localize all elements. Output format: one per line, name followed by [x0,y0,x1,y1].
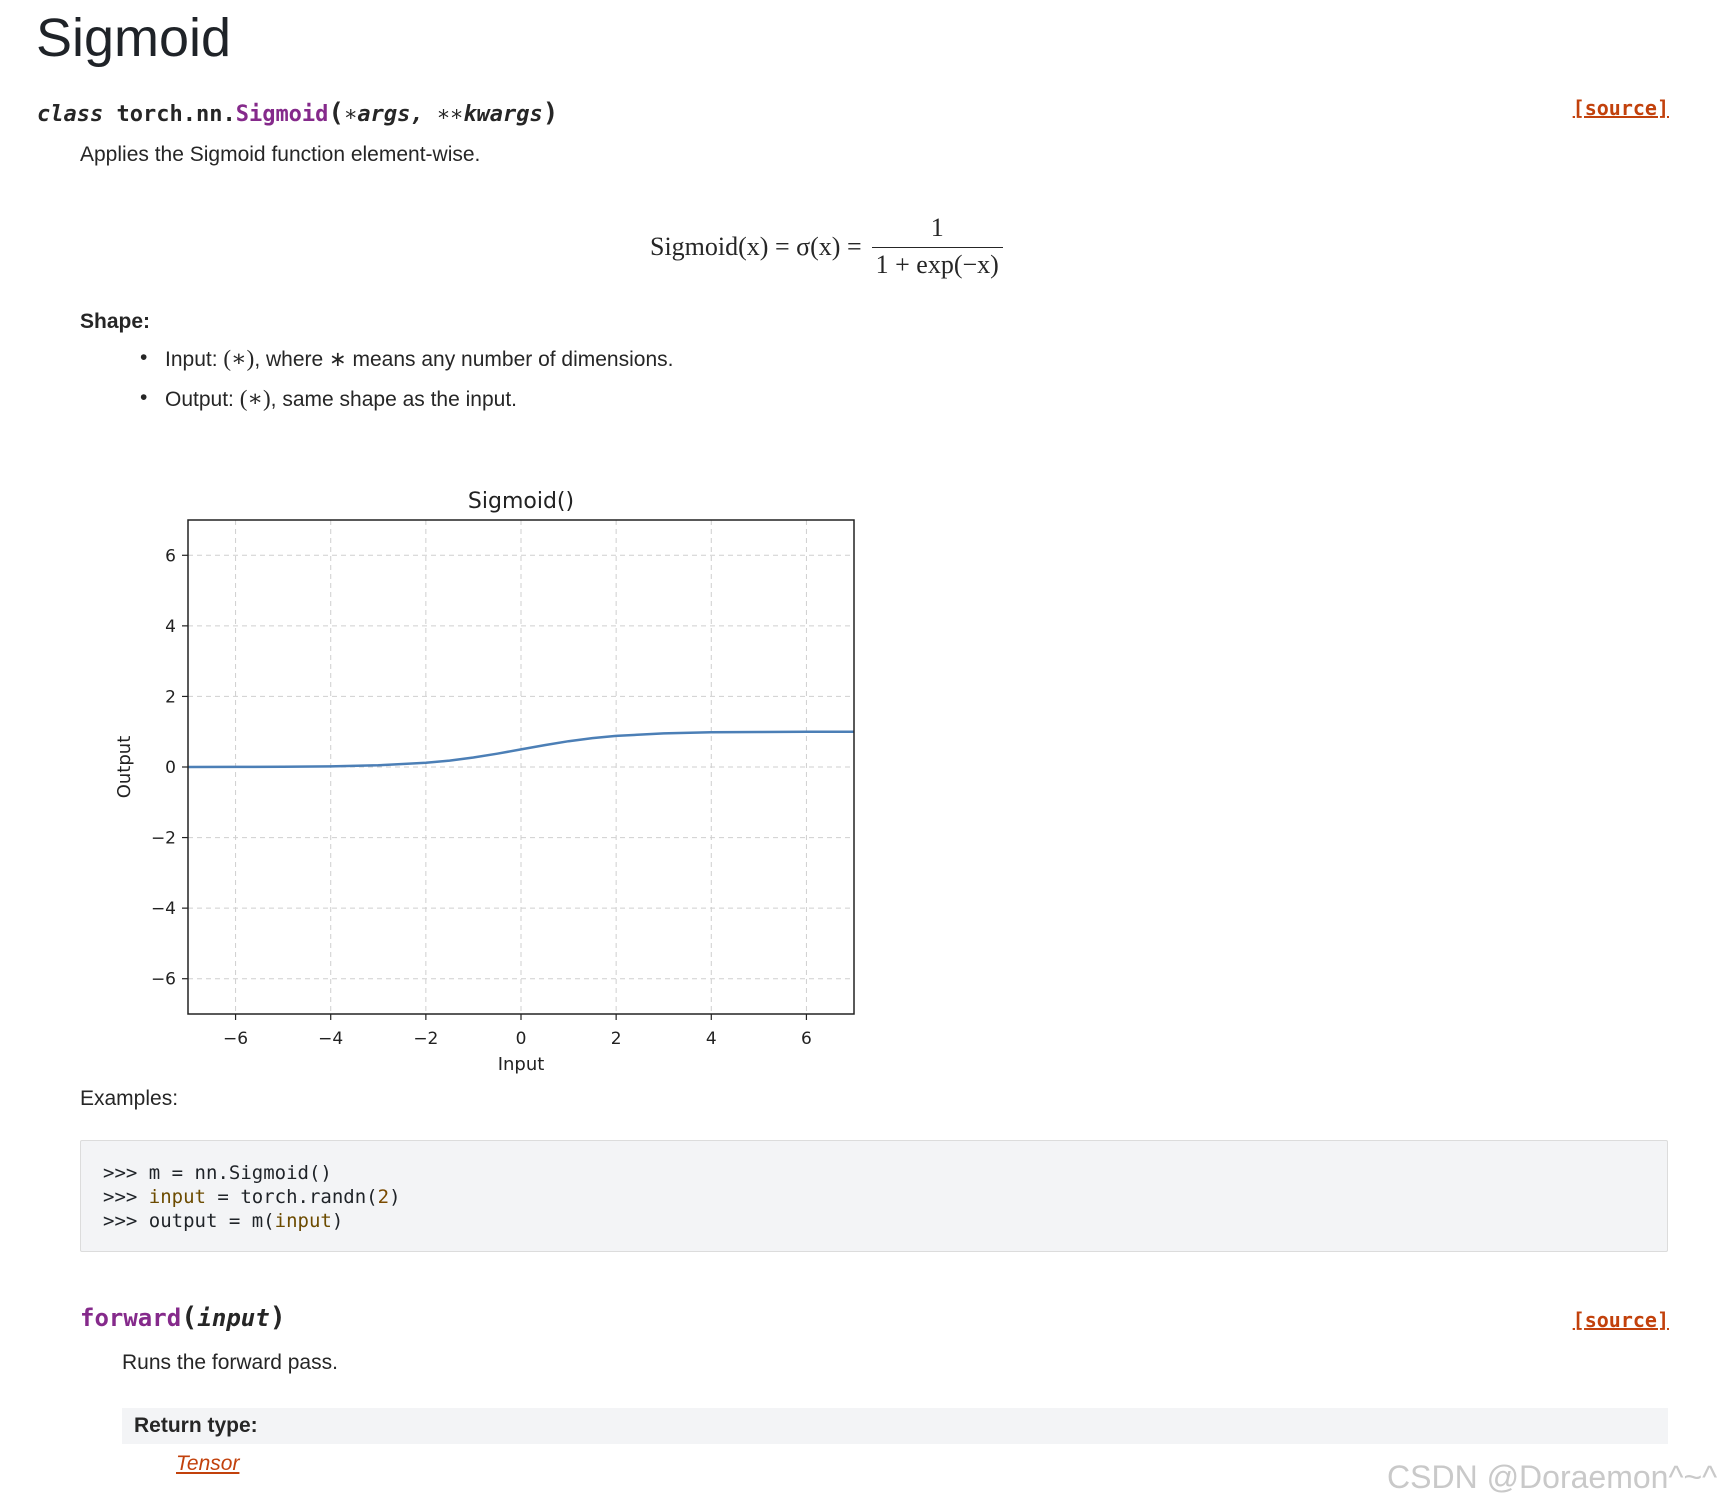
forward-method-signature: forward(input) [80,1302,286,1333]
code-example-block: >>> m = nn.Sigmoid() >>> input = torch.r… [80,1140,1668,1252]
param-separator: , [410,102,437,127]
examples-label: Examples: [80,1087,179,1110]
shape-input-suffix: , where ∗ means any number of dimensions… [254,348,674,371]
code-prompt: >>> [103,1162,149,1184]
method-description: Runs the forward pass. [122,1351,338,1374]
code-prompt: >>> [103,1210,149,1232]
code-operator: = [228,1210,252,1232]
chart-title: Sigmoid() [468,489,574,514]
return-type-link[interactable]: Tensor [176,1452,240,1475]
x-tick-label: −2 [413,1029,438,1049]
code-operator: = [217,1186,241,1208]
args-param: args [357,102,411,127]
shape-output-math: (∗) [239,386,271,411]
formula-denominator: 1 + exp(−x) [871,247,1003,280]
formula-fraction: 1 1 + exp(−x) [871,213,1003,280]
page-title: Sigmoid [36,8,232,68]
class-signature: class torch.nn.Sigmoid(∗args, ∗∗kwargs) [37,98,558,128]
shape-output-prefix: Output: [165,388,240,411]
code-token: Sigmoid() [228,1162,332,1184]
x-tick-label: −4 [318,1029,343,1049]
formula-lhs: Sigmoid(x) = σ(x) = [650,231,862,261]
class-name: Sigmoid [235,102,329,127]
shape-list: Input: (∗), where ∗ means any number of … [140,346,673,426]
code-line: >>> input = torch.randn(2) [103,1185,1645,1209]
sigmoid-formula: Sigmoid(x) = σ(x) = 1 1 + exp(−x) [650,213,1003,280]
code-builtin: input [274,1210,332,1232]
code-operator: . [217,1162,229,1184]
args-prefix: ∗ [344,102,358,127]
code-token: m [148,1162,172,1184]
shape-input-math: (∗) [223,346,255,371]
x-tick-label: 2 [611,1029,622,1049]
x-axis-label: Input [498,1054,545,1075]
y-tick-label: 4 [165,617,176,637]
y-tick-label: −6 [151,970,176,990]
code-operator: = [171,1162,195,1184]
open-paren: ( [328,98,345,128]
method-close-paren: ) [269,1302,286,1333]
watermark: CSDN @Doraemon^~^ [1387,1459,1718,1495]
shape-input-prefix: Input: [165,348,224,371]
close-paren: ) [542,98,559,128]
return-type-label: Return type: [134,1414,258,1437]
kwargs-param: kwargs [463,102,543,127]
y-tick-label: 2 [165,687,176,707]
formula-numerator: 1 [930,213,944,242]
y-tick-label: −2 [151,829,176,849]
code-space [206,1186,217,1208]
class-module: torch.nn. [116,102,236,127]
code-token: ) [331,1210,344,1232]
method-param: input [197,1304,270,1332]
class-source-link[interactable]: [source] [1572,96,1669,120]
method-open-paren: ( [181,1302,198,1333]
y-axis-label: Output [114,736,135,799]
class-description: Applies the Sigmoid function element-wis… [80,143,481,166]
forward-source-link[interactable]: [source] [1572,1308,1669,1332]
x-tick-label: −6 [223,1029,248,1049]
code-builtin: input [148,1186,206,1208]
code-token: m( [251,1210,275,1232]
y-tick-label: 6 [165,546,176,566]
shape-output-item: Output: (∗), same shape as the input. [140,386,673,412]
x-tick-label: 0 [516,1029,527,1049]
code-number: 2 [377,1186,390,1208]
code-operator: . [297,1186,309,1208]
shape-label: Shape: [80,310,151,333]
x-tick-label: 6 [801,1029,812,1049]
return-type-box: Return type: [122,1408,1668,1444]
code-token: nn [194,1162,218,1184]
shape-output-suffix: , same shape as the input. [270,388,517,411]
code-token: output [148,1210,229,1232]
shape-input-item: Input: (∗), where ∗ means any number of … [140,346,673,372]
method-name: forward [80,1304,182,1332]
x-tick-label: 4 [706,1029,717,1049]
code-line: >>> output = m(input) [103,1209,1645,1233]
y-tick-label: 0 [165,758,176,778]
code-token: torch [240,1186,298,1208]
code-token: randn( [308,1186,378,1208]
code-line: >>> m = nn.Sigmoid() [103,1161,1645,1185]
series-line [187,730,855,769]
code-token: ) [389,1186,401,1208]
code-prompt: >>> [103,1186,149,1208]
y-tick-label: −4 [151,899,176,919]
kwargs-prefix: ∗∗ [436,102,464,127]
sigmoid-chart: −6 −4 −2 0 2 4 6 −6 −4 −2 0 2 4 6 Sigmoid() Input Output [114,489,855,1075]
class-keyword: class [37,102,104,127]
